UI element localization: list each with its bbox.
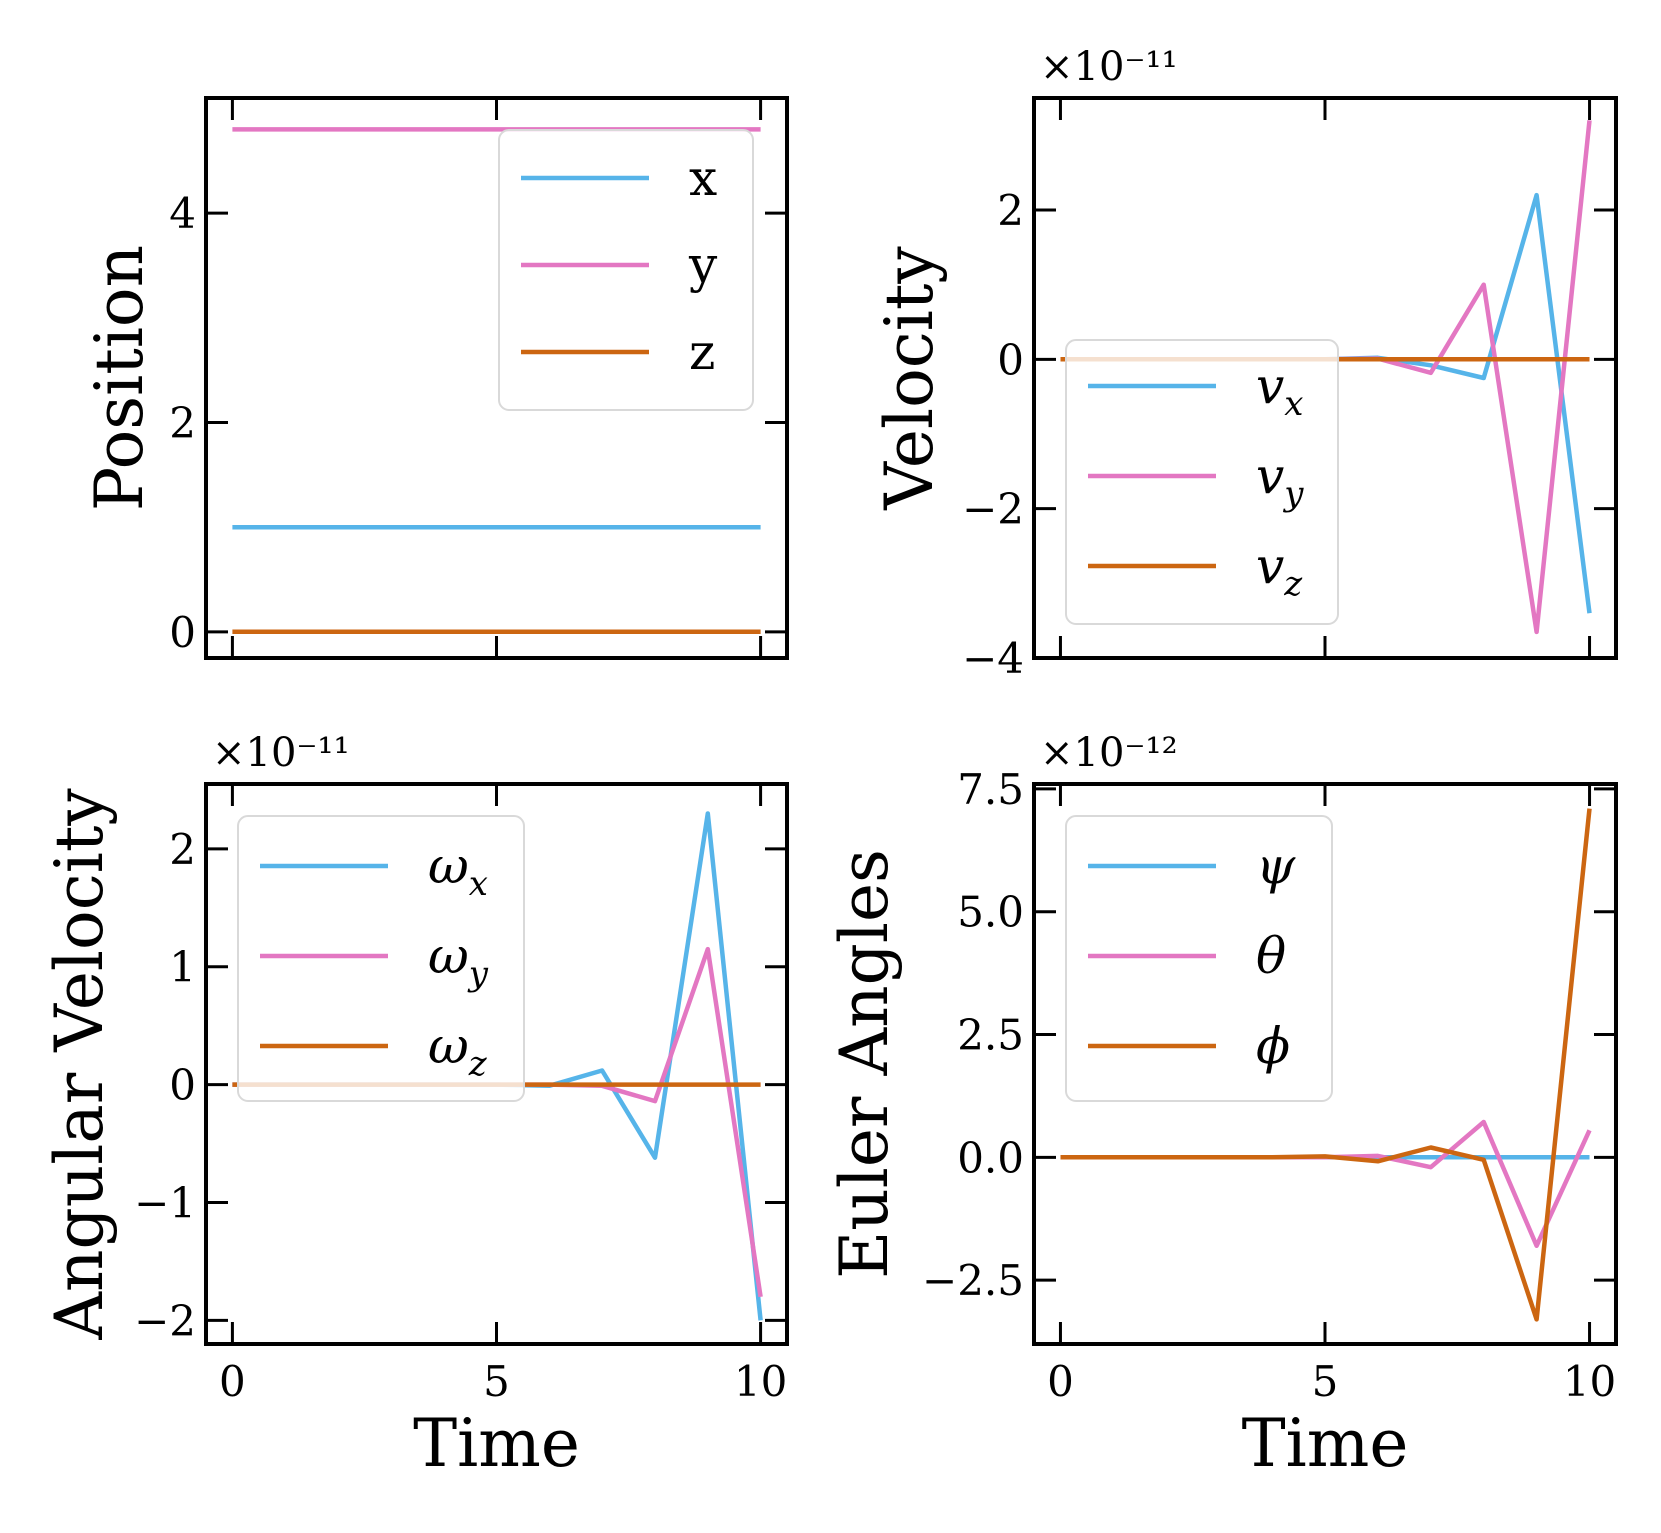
x-tick-label-euler-angles-2: 10 — [1563, 1357, 1616, 1406]
y-axis-label-position: Position — [81, 245, 158, 511]
legend-label-angular-velocity-3: ωz — [428, 1017, 488, 1084]
x-tick-label-euler-angles-0: 0 — [1047, 1357, 1074, 1406]
y-tick-label-angular-velocity-0: 0 — [169, 1061, 196, 1110]
y-axis-label-angular-velocity: Angular Velocity — [41, 788, 118, 1341]
x-axis-label-euler-angles: Time — [1242, 1405, 1409, 1482]
y-tick-label-angular-velocity-2: 2 — [169, 825, 196, 874]
legend-label-position-3: z — [689, 323, 715, 381]
legend-label-angular-velocity-1: ωx — [428, 837, 488, 904]
y-tick-label-velocity-0: 0 — [997, 335, 1024, 384]
y-tick-label-euler-angles-7p5: 7.5 — [957, 765, 1024, 814]
y-tick-label-euler-angles-neg2p5: −2.5 — [922, 1256, 1024, 1305]
y-tick-label-position-4: 4 — [169, 189, 196, 238]
legend-box-position — [498, 129, 754, 411]
y-tick-label-angular-velocity-neg1: −1 — [134, 1179, 196, 1228]
y-tick-label-euler-angles-2p5: 2.5 — [957, 1011, 1024, 1060]
offset-label-angular-velocity: ×10⁻¹¹ — [212, 730, 350, 776]
series-line-euler-angles-2 — [1060, 1119, 1592, 1249]
series-line-euler-angles-3 — [1060, 808, 1592, 1322]
y-tick-label-velocity-neg4: −4 — [962, 634, 1024, 683]
legend-velocity: vx vy vz — [1065, 339, 1339, 625]
panel-velocity: −4 −2 0 2 Velocity ×10⁻¹¹ vx vy vz — [871, 44, 1618, 683]
y-axis-label-euler-angles: Euler Angles — [826, 849, 903, 1279]
y-tick-label-euler-angles-5: 5.0 — [957, 888, 1024, 937]
x-tick-label-angular-velocity-1: 5 — [483, 1357, 510, 1406]
legend-box-angular-velocity — [237, 815, 525, 1102]
y-axis-label-velocity: Velocity — [871, 246, 948, 511]
x-axis-label-angular-velocity: Time — [413, 1405, 580, 1482]
y-tick-label-position-0: 0 — [169, 608, 196, 657]
legend-label-position-2: y — [688, 236, 718, 294]
y-tick-label-angular-velocity-neg2: −2 — [134, 1296, 196, 1345]
legend-label-position-1: x — [689, 149, 717, 207]
legend-position: xyz — [498, 129, 754, 411]
x-tick-label-euler-angles-1: 5 — [1312, 1357, 1339, 1406]
legend-label-euler-angles-1: ψ — [1256, 837, 1296, 895]
legend-label-angular-velocity-2: ωy — [428, 927, 489, 994]
offset-label-velocity: ×10⁻¹¹ — [1040, 44, 1178, 90]
y-tick-label-velocity-neg2: −2 — [962, 485, 1024, 534]
y-tick-label-velocity-2: 2 — [997, 186, 1024, 235]
legend-label-velocity-2: vy — [1256, 447, 1304, 514]
x-tick-label-angular-velocity-0: 0 — [219, 1357, 246, 1406]
legend-angular-velocity: ωx ωy ωz — [237, 815, 525, 1102]
y-tick-label-angular-velocity-1: 1 — [169, 943, 196, 992]
legend-label-euler-angles-3: ϕ — [1256, 1017, 1290, 1075]
legend-euler-angles: ψθϕ — [1065, 815, 1333, 1102]
legend-box-velocity — [1065, 339, 1339, 625]
panel-euler-angles: 0 5 10 −2.5 0.0 2.5 5.0 7.5 Euler Angles Time ×10⁻… — [826, 730, 1618, 1482]
y-tick-label-position-2: 2 — [169, 398, 196, 447]
y-tick-label-euler-angles-0: 0.0 — [957, 1133, 1024, 1182]
legend-label-velocity-1: vx — [1256, 357, 1303, 424]
x-tick-label-angular-velocity-2: 10 — [734, 1357, 787, 1406]
offset-label-euler-angles: ×10⁻¹² — [1040, 730, 1178, 776]
legend-label-velocity-3: vz — [1256, 537, 1303, 604]
legend-label-euler-angles-2: θ — [1256, 927, 1286, 985]
legend-box-euler-angles — [1065, 815, 1333, 1102]
